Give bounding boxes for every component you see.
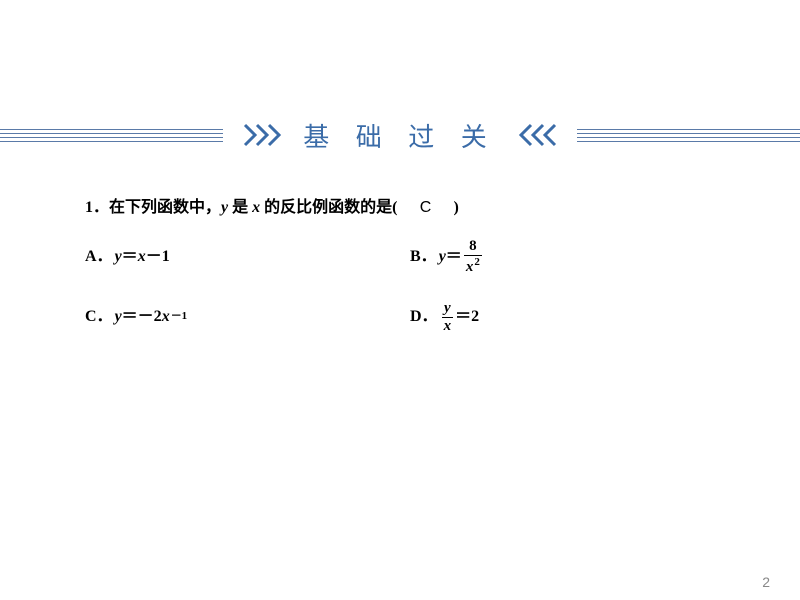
question-stem: 1．在下列函数中，y 是 x 的反比例函数的是( C ) — [85, 195, 715, 221]
fraction-denominator: x2 — [464, 257, 482, 275]
option-label: D． — [410, 304, 438, 330]
math-exp: －1 — [171, 308, 188, 326]
stem-text: 是 — [228, 199, 252, 216]
header-lines-right — [557, 129, 800, 142]
question-block: 1．在下列函数中，y 是 x 的反比例函数的是( C ) A． y＝x－1 B．… — [85, 195, 715, 334]
fraction-numerator: 8 — [467, 239, 479, 254]
question-number: 1． — [85, 199, 109, 216]
option-c: C． y＝－2x－1 — [85, 301, 390, 334]
option-d: D． y x ＝2 — [410, 301, 715, 334]
stem-text: 的反比例函数的是( — [260, 199, 413, 216]
option-label: A． — [85, 244, 113, 270]
fraction-numerator: y — [442, 301, 453, 316]
math-var: x — [466, 259, 474, 275]
option-a: A． y＝x－1 — [85, 239, 390, 275]
math-var: y — [115, 244, 122, 270]
chevron-right-icon — [243, 123, 293, 147]
math-eq: ＝ — [446, 244, 462, 270]
option-label: B． — [410, 244, 437, 270]
var-x: x — [252, 199, 260, 216]
page-number: 2 — [762, 574, 770, 590]
math-exp: 2 — [474, 256, 480, 268]
math-var: x — [138, 244, 146, 270]
option-label: C． — [85, 304, 113, 330]
chevron-left-icon — [507, 123, 557, 147]
answer-value: C — [414, 195, 438, 221]
math-eq: ＝－2 — [122, 304, 162, 330]
math-eq: ＝ — [122, 244, 138, 270]
stem-text: ) — [438, 199, 459, 216]
header-lines-left — [0, 129, 243, 142]
section-title: 基 础 过 关 — [293, 117, 507, 154]
option-b: B． y＝ 8 x2 — [410, 239, 715, 275]
math-eq: ＝2 — [455, 304, 479, 330]
fraction: 8 x2 — [464, 239, 482, 275]
math-var: y — [439, 244, 446, 270]
math-text: －1 — [146, 244, 170, 270]
options-grid: A． y＝x－1 B． y＝ 8 x2 C． y＝－2x－1 D． y x ＝2 — [85, 239, 715, 334]
fraction-denominator: x — [442, 319, 454, 334]
stem-text: 在下列函数中， — [109, 199, 221, 216]
math-var: x — [162, 304, 170, 330]
section-header: 基 础 过 关 — [0, 115, 800, 155]
fraction: y x — [442, 301, 454, 334]
math-var: y — [115, 304, 122, 330]
